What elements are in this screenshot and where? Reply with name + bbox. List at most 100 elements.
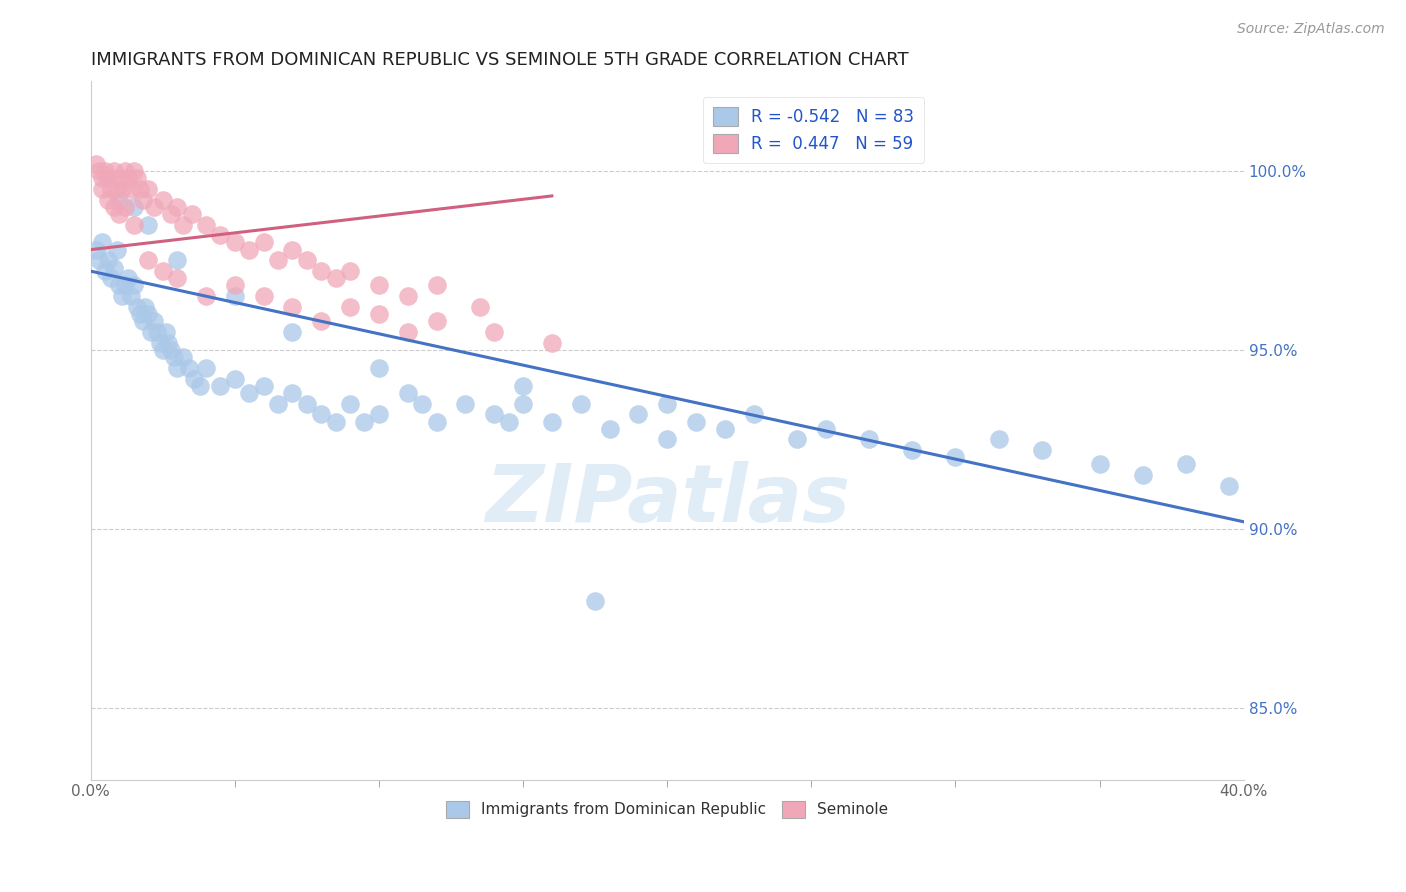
Point: [86, 243, 108, 257]
Point: [160, 207, 183, 221]
Point: [786, 433, 808, 447]
Point: [541, 335, 564, 350]
Point: [295, 253, 318, 268]
Point: [172, 218, 194, 232]
Point: [339, 264, 361, 278]
Point: [114, 278, 136, 293]
Point: [166, 253, 188, 268]
Point: [97, 171, 120, 186]
Point: [166, 200, 188, 214]
Point: [901, 443, 924, 458]
Point: [426, 415, 449, 429]
Point: [238, 385, 260, 400]
Point: [160, 343, 183, 357]
Point: [224, 278, 246, 293]
Point: [141, 325, 163, 339]
Point: [367, 307, 389, 321]
Legend: Immigrants from Dominican Republic, Seminole: Immigrants from Dominican Republic, Semi…: [440, 795, 894, 824]
Point: [86, 157, 108, 171]
Point: [166, 271, 188, 285]
Point: [122, 278, 145, 293]
Point: [353, 415, 375, 429]
Point: [122, 164, 145, 178]
Point: [97, 193, 120, 207]
Point: [128, 182, 150, 196]
Point: [136, 182, 159, 196]
Point: [100, 271, 122, 285]
Point: [131, 314, 153, 328]
Point: [468, 300, 491, 314]
Point: [238, 243, 260, 257]
Point: [599, 422, 621, 436]
Point: [125, 171, 148, 186]
Point: [194, 360, 217, 375]
Point: [396, 289, 419, 303]
Point: [183, 371, 205, 385]
Text: Source: ZipAtlas.com: Source: ZipAtlas.com: [1237, 22, 1385, 37]
Point: [120, 289, 142, 303]
Point: [131, 193, 153, 207]
Point: [108, 171, 131, 186]
Point: [155, 325, 177, 339]
Point: [252, 235, 274, 250]
Point: [108, 193, 131, 207]
Point: [224, 371, 246, 385]
Point: [100, 182, 122, 196]
Point: [136, 218, 159, 232]
Point: [97, 253, 120, 268]
Point: [177, 360, 200, 375]
Point: [454, 396, 477, 410]
Point: [339, 300, 361, 314]
Point: [252, 289, 274, 303]
Point: [103, 260, 125, 275]
Point: [714, 422, 737, 436]
Point: [1175, 458, 1198, 472]
Point: [309, 264, 332, 278]
Point: [194, 218, 217, 232]
Point: [188, 378, 211, 392]
Point: [295, 396, 318, 410]
Point: [91, 171, 114, 186]
Point: [657, 396, 679, 410]
Point: [583, 593, 606, 607]
Point: [512, 396, 534, 410]
Point: [105, 182, 128, 196]
Point: [94, 264, 117, 278]
Point: [987, 433, 1010, 447]
Point: [149, 335, 172, 350]
Point: [426, 314, 449, 328]
Point: [157, 335, 180, 350]
Point: [498, 415, 520, 429]
Point: [117, 171, 139, 186]
Point: [111, 182, 134, 196]
Point: [194, 289, 217, 303]
Point: [309, 314, 332, 328]
Point: [172, 350, 194, 364]
Point: [339, 396, 361, 410]
Point: [281, 300, 304, 314]
Point: [94, 164, 117, 178]
Point: [134, 300, 156, 314]
Point: [267, 396, 290, 410]
Point: [143, 200, 166, 214]
Point: [91, 235, 114, 250]
Point: [367, 360, 389, 375]
Point: [152, 343, 174, 357]
Point: [108, 207, 131, 221]
Point: [224, 289, 246, 303]
Point: [114, 200, 136, 214]
Point: [569, 396, 592, 410]
Point: [1132, 468, 1154, 483]
Point: [484, 325, 506, 339]
Point: [105, 243, 128, 257]
Point: [163, 350, 186, 364]
Point: [224, 235, 246, 250]
Text: ZIPatlas: ZIPatlas: [485, 461, 849, 540]
Point: [426, 278, 449, 293]
Point: [103, 164, 125, 178]
Point: [122, 200, 145, 214]
Point: [1031, 443, 1053, 458]
Point: [122, 218, 145, 232]
Point: [114, 164, 136, 178]
Point: [143, 314, 166, 328]
